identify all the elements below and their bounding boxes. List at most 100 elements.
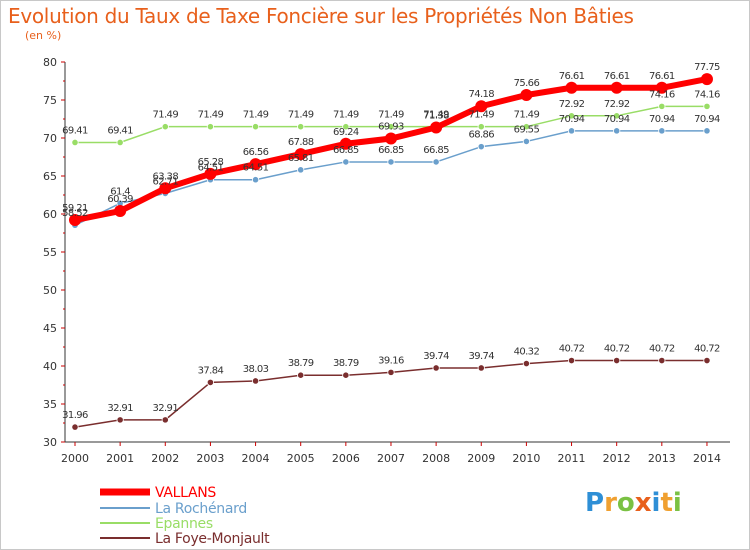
y-tick-label: 70 <box>43 132 57 145</box>
series-3 <box>71 356 711 431</box>
data-label: 76.61 <box>649 71 675 82</box>
data-label: 67.88 <box>288 137 314 148</box>
data-point <box>567 112 576 120</box>
data-point <box>565 81 578 94</box>
data-point <box>522 137 531 146</box>
data-label: 59.21 <box>62 203 88 214</box>
data-label: 66.56 <box>243 147 269 158</box>
data-point <box>658 102 666 110</box>
data-label: 40.72 <box>559 344 585 355</box>
data-label: 71.49 <box>198 110 224 121</box>
data-label: 40.72 <box>649 344 675 355</box>
data-label: 70.94 <box>559 114 585 125</box>
data-point <box>159 182 172 195</box>
data-point <box>251 123 260 131</box>
legend-label: VALLANS <box>155 485 216 501</box>
data-point <box>387 368 395 376</box>
y-tick-label: 35 <box>43 398 57 411</box>
y-tick-label: 80 <box>43 56 57 69</box>
data-label: 39.74 <box>423 351 449 362</box>
data-point <box>610 81 623 94</box>
data-label: 40.72 <box>604 344 630 355</box>
data-point <box>522 123 531 131</box>
legend-label: La Foye-Monjault <box>155 531 270 547</box>
data-label: 32.91 <box>107 403 133 414</box>
data-point <box>700 73 713 86</box>
x-tick-label: 2005 <box>287 452 315 465</box>
data-point <box>297 123 305 131</box>
x-tick-label: 2003 <box>196 452 224 465</box>
data-point <box>251 176 260 184</box>
data-label: 69.24 <box>333 127 359 138</box>
data-point <box>613 356 621 365</box>
data-point <box>342 158 350 166</box>
data-point <box>161 123 169 131</box>
data-label: 69.41 <box>107 125 133 136</box>
data-point <box>522 359 531 368</box>
y-tick-label: 40 <box>43 360 57 373</box>
data-label: 77.75 <box>694 62 720 73</box>
x-tick-label: 2014 <box>693 452 721 465</box>
data-label: 72.92 <box>604 99 630 110</box>
x-tick-label: 2013 <box>648 452 676 465</box>
data-point <box>294 148 307 161</box>
data-label: 64.51 <box>198 163 224 174</box>
data-label: 63.38 <box>152 171 178 182</box>
data-label: 70.94 <box>694 114 720 125</box>
data-point <box>567 356 576 365</box>
data-label: 68.86 <box>468 130 494 141</box>
data-label: 71.49 <box>333 110 359 121</box>
data-point <box>204 167 217 180</box>
data-label: 70.94 <box>649 114 675 125</box>
data-label: 40.32 <box>514 347 540 358</box>
data-point <box>161 416 169 424</box>
data-label: 37.84 <box>198 365 224 376</box>
data-label: 40.72 <box>694 344 720 355</box>
data-point <box>613 112 621 120</box>
data-label: 64.51 <box>243 163 269 174</box>
data-label: 66.85 <box>378 145 404 156</box>
data-point <box>71 423 79 431</box>
data-label: 69.41 <box>62 125 88 136</box>
data-label: 71.49 <box>423 110 449 121</box>
chart-subtitle: (en %) <box>25 29 62 42</box>
x-tick-label: 2000 <box>61 452 89 465</box>
data-point <box>567 127 576 135</box>
data-point <box>114 205 127 218</box>
series-1 <box>71 127 711 229</box>
data-label: 65.28 <box>198 157 224 168</box>
y-tick-label: 60 <box>43 208 57 221</box>
data-point <box>655 81 668 94</box>
x-tick-label: 2001 <box>106 452 134 465</box>
data-label: 66.85 <box>423 145 449 156</box>
data-label: 74.16 <box>694 89 720 100</box>
data-point <box>297 371 305 379</box>
data-point <box>116 138 124 147</box>
data-label: 65.81 <box>288 153 314 164</box>
data-point <box>71 138 79 147</box>
data-point <box>342 123 350 131</box>
series-2 <box>71 102 711 147</box>
y-tick-label: 45 <box>43 322 57 335</box>
data-label: 39.74 <box>468 351 494 362</box>
data-label: 71.49 <box>468 110 494 121</box>
data-point <box>475 100 488 113</box>
data-label: 38.79 <box>288 358 314 369</box>
x-tick-label: 2006 <box>332 452 360 465</box>
data-point <box>206 378 215 387</box>
data-point <box>251 377 260 385</box>
data-label: 71.38 <box>423 111 449 122</box>
data-point <box>69 214 81 227</box>
data-label: 74.18 <box>468 89 494 100</box>
x-tick-label: 2011 <box>558 452 586 465</box>
x-tick-label: 2007 <box>377 452 405 465</box>
data-label: 74.16 <box>649 89 675 100</box>
y-tick-label: 65 <box>43 170 57 183</box>
data-point <box>658 356 666 365</box>
x-tick-label: 2009 <box>467 452 495 465</box>
data-label: 72.92 <box>559 99 585 110</box>
data-label: 71.49 <box>288 110 314 121</box>
data-point <box>387 158 395 166</box>
